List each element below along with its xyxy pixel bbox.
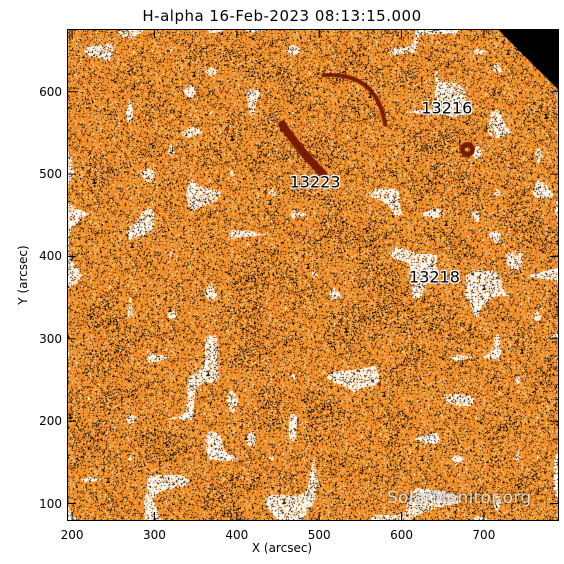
solarmonitor-watermark: SolarMonitor.org xyxy=(387,488,532,508)
image-title: H-alpha 16-Feb-2023 08:13:15.000 xyxy=(142,7,422,25)
x-tick-label: 500 xyxy=(307,528,331,542)
y-tick-label: 300 xyxy=(39,331,62,346)
x-tick-label: 200 xyxy=(60,528,84,542)
active-region-label: 13216 xyxy=(421,98,473,118)
y-tick-label: 500 xyxy=(39,167,62,182)
active-region-label: 13218 xyxy=(409,267,460,287)
tick-overlay xyxy=(68,30,558,520)
y-tick-label: 600 xyxy=(39,84,62,99)
y-tick-label: 400 xyxy=(39,249,62,264)
active-region-label: 13223 xyxy=(289,172,341,192)
y-axis-label: Y (arcsec) xyxy=(16,245,30,305)
x-axis-label: X (arcsec) xyxy=(251,541,313,555)
y-tick-label: 100 xyxy=(39,496,62,511)
x-tick-label: 700 xyxy=(472,528,496,542)
solar-image-frame[interactable]: 13216 13223 13218 xyxy=(67,29,559,521)
x-tick-label: 300 xyxy=(143,528,166,542)
h-alpha-solar-image xyxy=(68,30,558,520)
y-tick-label: 200 xyxy=(39,414,62,429)
x-tick-label: 400 xyxy=(225,528,249,542)
x-tick-label: 600 xyxy=(390,528,413,542)
